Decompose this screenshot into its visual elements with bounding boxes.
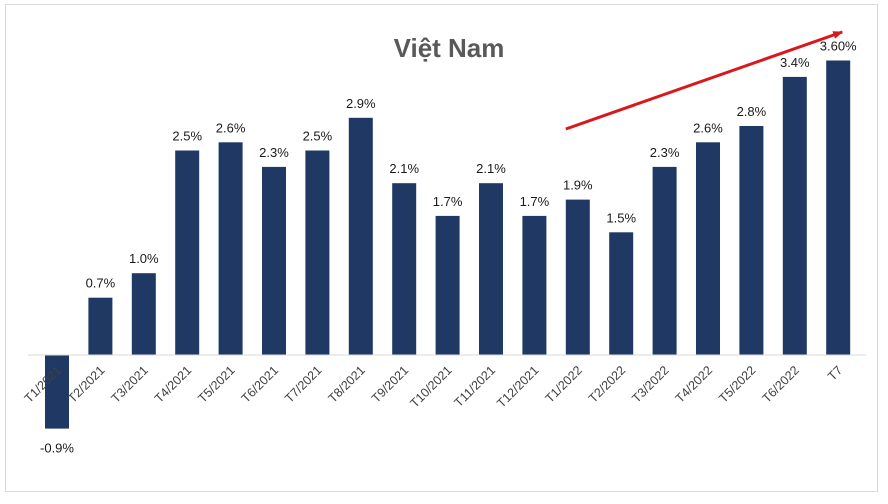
- data-label-T2/2021: 0.7%: [86, 276, 116, 291]
- data-label-T5/2022: 2.8%: [737, 104, 767, 119]
- x-tick-label-T1/2022: T1/2022: [543, 363, 585, 405]
- x-tick-label-T8/2021: T8/2021: [326, 363, 368, 405]
- x-tick-label-T6/2022: T6/2022: [760, 363, 802, 405]
- x-tick-label-T2/2021: T2/2021: [65, 363, 107, 405]
- data-label-T10/2021: 1.7%: [433, 194, 463, 209]
- bar-chart: Việt Nam -0.9% 0.7% 1.0% 2.5% 2.6% 2.3% 2.5% 2.…: [22, 30, 866, 456]
- x-tick-label-T12/2021: T12/2021: [494, 363, 541, 410]
- x-tick-label-T7/2021: T7/2021: [282, 363, 324, 405]
- x-tick-label-T11/2021: T11/2021: [452, 363, 499, 410]
- data-label-T1/2022: 1.9%: [563, 178, 593, 193]
- bar-T5/2022: [739, 126, 764, 355]
- bars-group: [45, 60, 851, 429]
- x-tick-label-T6/2021: T6/2021: [239, 363, 281, 405]
- x-tick-label-T5/2022: T5/2022: [716, 363, 758, 405]
- data-label-T6/2021: 2.3%: [259, 145, 289, 160]
- x-tick-label-T9/2021: T9/2021: [369, 363, 411, 405]
- chart-title: Việt Nam: [394, 33, 505, 63]
- trend-arrow: [565, 30, 844, 131]
- chart-frame: Việt Nam -0.9% 0.7% 1.0% 2.5% 2.6% 2.3% 2.5% 2.…: [5, 4, 878, 492]
- bar-T4/2022: [696, 142, 720, 355]
- bar-T1/2021: [45, 355, 69, 429]
- x-tick-label-T5/2021: T5/2021: [195, 363, 237, 405]
- data-label-T7: 3.60%: [820, 39, 857, 54]
- bar-T11/2021: [479, 183, 503, 355]
- bar-T7/2021: [305, 150, 330, 355]
- data-label-T3/2022: 2.3%: [650, 145, 680, 160]
- bar-T10/2021: [435, 215, 460, 355]
- data-label-T11/2021: 2.1%: [476, 161, 506, 176]
- x-tick-label-T4/2021: T4/2021: [152, 363, 194, 405]
- bar-T12/2021: [522, 215, 547, 355]
- x-tick-label-T3/2021: T3/2021: [109, 363, 151, 405]
- bar-T3/2022: [652, 166, 677, 355]
- data-label-T7/2021: 2.5%: [303, 129, 333, 144]
- bar-T3/2021: [131, 273, 156, 355]
- bar-T5/2021: [218, 142, 243, 355]
- bar-T6/2022: [782, 76, 807, 356]
- data-label-T2/2022: 1.5%: [606, 210, 636, 225]
- bar-T4/2021: [175, 150, 200, 355]
- data-label-T5/2021: 2.6%: [216, 120, 246, 135]
- bar-T2/2022: [609, 232, 634, 355]
- data-label-T4/2022: 2.6%: [693, 120, 723, 135]
- data-label-T3/2021: 1.0%: [129, 251, 159, 266]
- data-label-T8/2021: 2.9%: [346, 96, 376, 111]
- bar-T2/2021: [88, 297, 113, 355]
- x-tick-labels-group: T1/2021 T2/2021 T3/2021 T4/2021 T5/2021 T6/20…: [22, 363, 846, 410]
- bar-T9/2021: [392, 183, 417, 355]
- data-label-T12/2021: 1.7%: [520, 194, 550, 209]
- bar-T1/2022: [565, 199, 590, 355]
- data-label-T9/2021: 2.1%: [389, 161, 419, 176]
- data-label-T6/2022: 3.4%: [780, 55, 810, 70]
- x-tick-label-T3/2022: T3/2022: [629, 363, 671, 405]
- data-label-T4/2021: 2.5%: [172, 129, 202, 144]
- x-tick-label-T10/2021: T10/2021: [407, 363, 454, 410]
- bar-T6/2021: [262, 166, 286, 355]
- x-tick-label-T2/2022: T2/2022: [586, 363, 628, 405]
- bar-T7: [826, 60, 851, 355]
- data-label-T1/2021: -0.9%: [40, 441, 74, 456]
- x-tick-label-T7: T7: [825, 363, 845, 383]
- bar-T8/2021: [348, 117, 373, 355]
- x-tick-label-T4/2022: T4/2022: [673, 363, 715, 405]
- data-labels-group: -0.9% 0.7% 1.0% 2.5% 2.6% 2.3% 2.5% 2.9% 2.1% 1.7…: [40, 39, 857, 456]
